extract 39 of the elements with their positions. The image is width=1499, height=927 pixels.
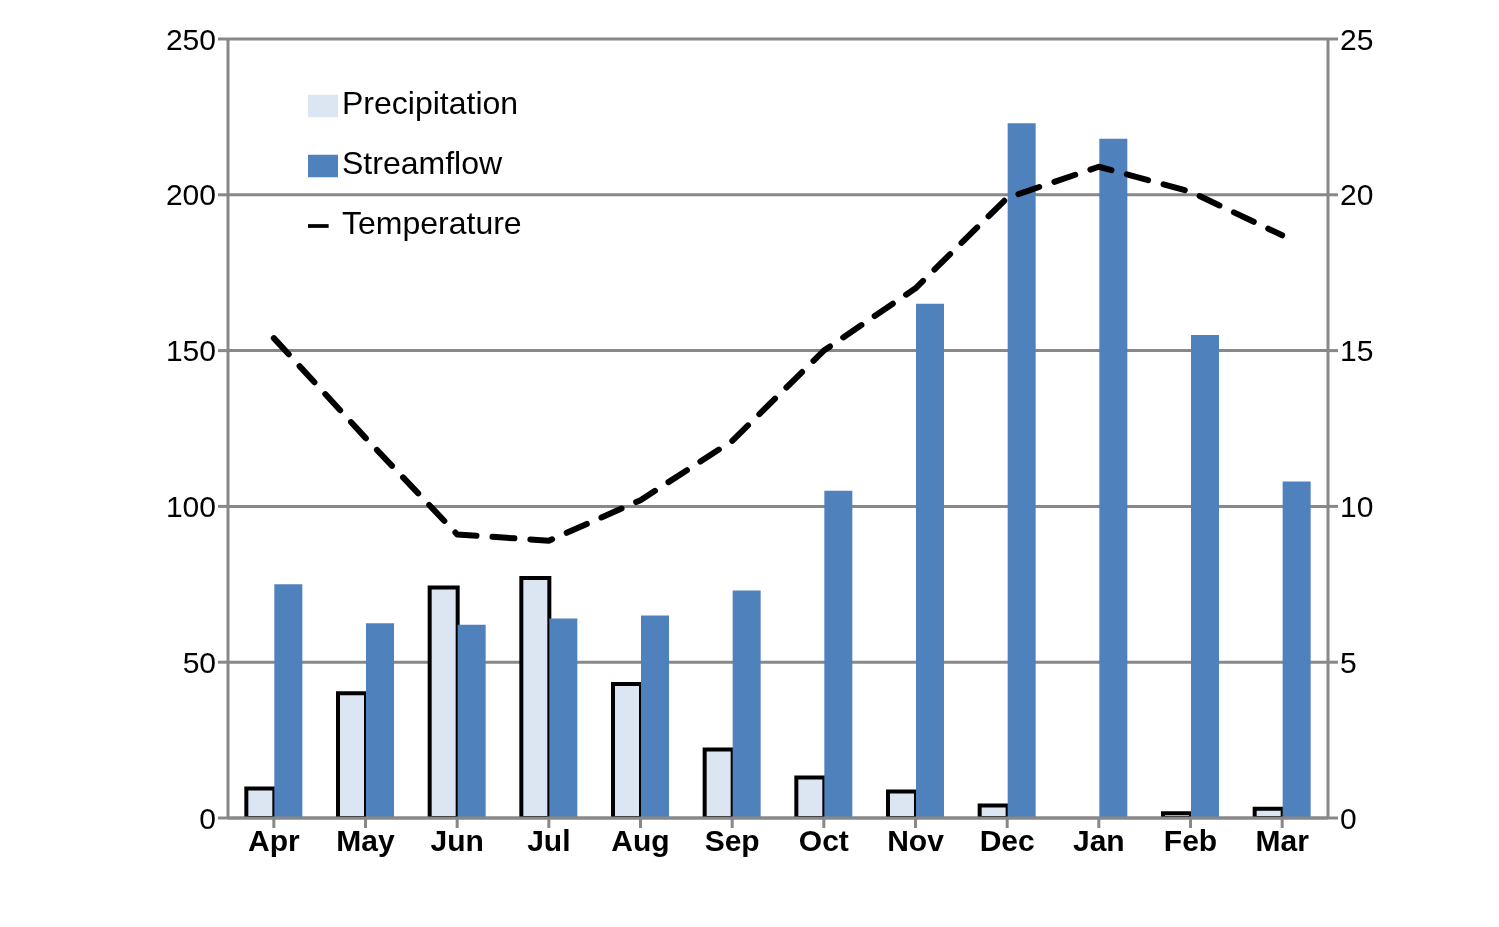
x-tick-label: Feb (1163, 824, 1218, 858)
bar (274, 584, 303, 818)
bar (1099, 138, 1128, 818)
y-tick-label: 200 (165, 178, 216, 212)
y2-tick-label: 0 (1340, 801, 1357, 835)
legend-label: Streamflow (342, 145, 503, 181)
bar (732, 590, 761, 818)
bar (549, 618, 578, 818)
y-tick-label: 100 (165, 490, 216, 524)
bar (457, 624, 486, 818)
y-tick-label: 150 (165, 334, 216, 368)
y-tick-label: 50 (182, 645, 216, 679)
bar (366, 623, 394, 818)
x-tick-label: Jul (527, 824, 571, 858)
x-tick-label: Apr (248, 824, 300, 858)
y2-tick-label: 15 (1340, 334, 1374, 368)
bar (916, 303, 944, 818)
x-tick-label: Jun (430, 824, 484, 858)
x-tick-label: Jan (1072, 824, 1125, 858)
y-tick-label: 0 (199, 801, 216, 835)
bar (824, 490, 853, 818)
x-tick-label: Nov (887, 824, 945, 858)
legend-label: Precipitation (342, 85, 519, 121)
bar (1282, 481, 1311, 818)
legend-label: Temperature (342, 205, 522, 241)
y2-tick-label: 5 (1340, 645, 1357, 679)
x-tick-label: May (336, 824, 395, 858)
y2-tick-label: 25 (1340, 22, 1374, 56)
y2-tick-label: 10 (1340, 490, 1374, 524)
bar (1191, 335, 1219, 818)
x-tick-label: Dec (979, 824, 1035, 858)
x-tick-label: Oct (798, 824, 849, 858)
x-tick-label: Aug (611, 824, 670, 858)
y-tick-label: 250 (165, 22, 216, 56)
bar (1007, 123, 1036, 818)
x-tick-label: Sep (704, 824, 760, 858)
bar (641, 615, 669, 818)
x-tick-label: Mar (1255, 824, 1310, 858)
y2-tick-label: 20 (1340, 178, 1374, 212)
